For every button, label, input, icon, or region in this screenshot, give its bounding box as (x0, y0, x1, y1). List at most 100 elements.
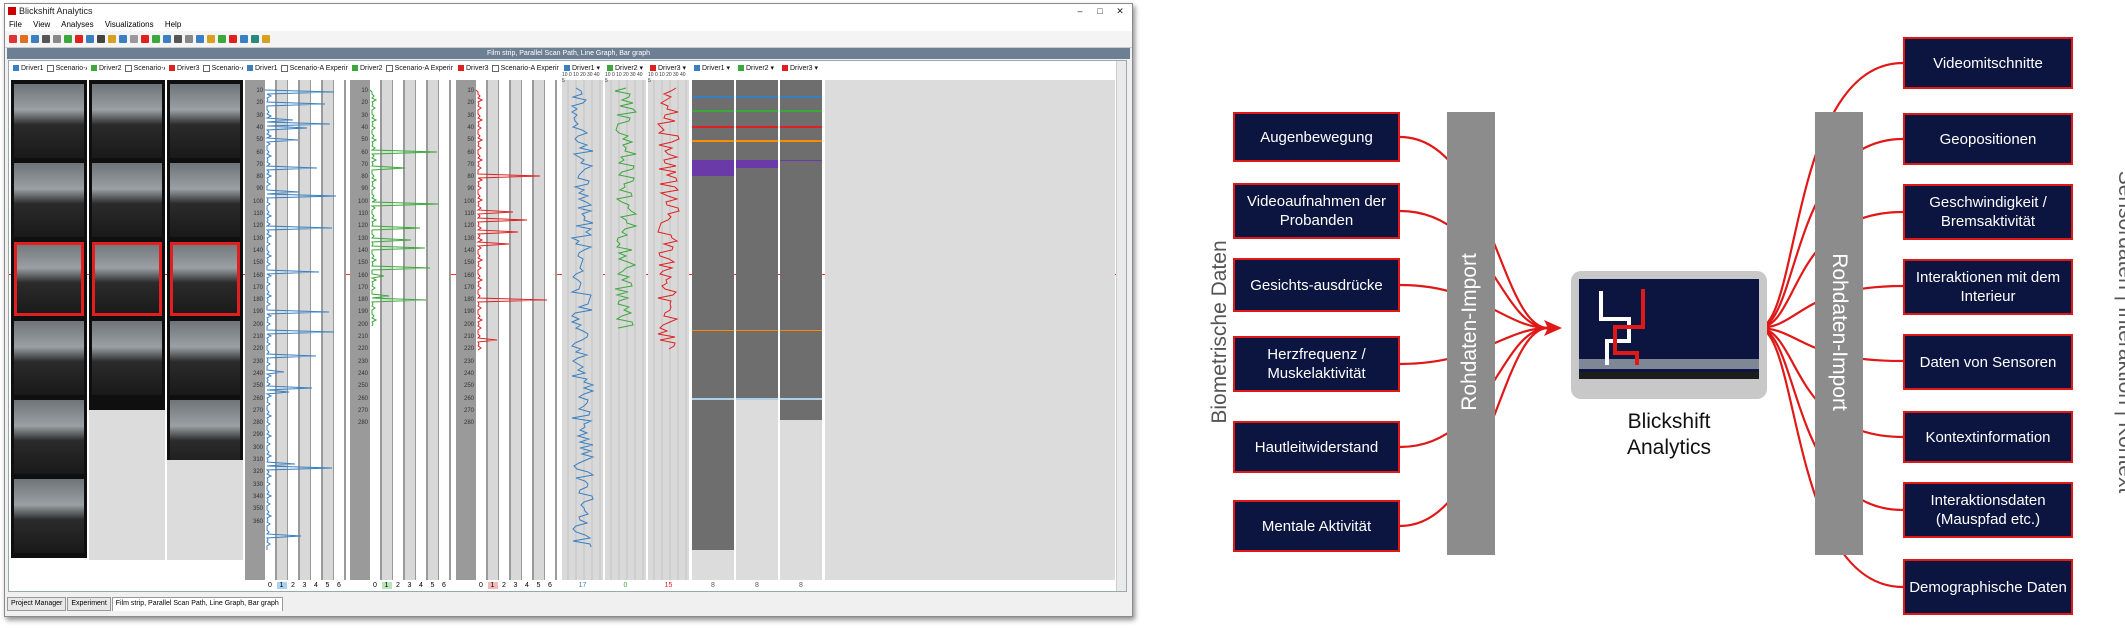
toolbar-button-icon[interactable] (31, 35, 39, 43)
toolbar-button-icon[interactable] (119, 35, 127, 43)
axis-tick-label: 160 (252, 272, 263, 279)
axis-tick-label: 320 (252, 469, 263, 476)
axis-tick-label: 50 (467, 137, 474, 144)
video-frame-thumbnail[interactable] (14, 84, 84, 158)
axis-tick-label: 230 (357, 358, 368, 365)
video-frame-thumbnail[interactable] (14, 163, 84, 237)
video-frame-thumbnail[interactable] (170, 242, 240, 316)
toolbar-button-icon[interactable] (9, 35, 17, 43)
axis-tick-label: 230 (463, 358, 474, 365)
scan-lane (476, 80, 486, 580)
scan-lane (370, 80, 380, 580)
axis-tick-label: 30 (256, 112, 263, 119)
scan-path-segment (369, 89, 439, 327)
lane-index-label: 0 (479, 582, 483, 589)
axis-tick-label: 250 (463, 383, 474, 390)
close-icon[interactable]: ✕ (1116, 6, 1124, 16)
video-frame-thumbnail[interactable] (14, 242, 84, 316)
scenario-label: Scenario-A Experiment (500, 65, 559, 72)
toolbar-button-icon[interactable] (185, 35, 193, 43)
axis-tick-label: 180 (252, 297, 263, 304)
line-series (567, 80, 601, 580)
empty-panel-area (825, 80, 1115, 580)
bar-segment (692, 110, 734, 112)
video-frame-thumbnail[interactable] (170, 321, 240, 395)
video-frame-thumbnail[interactable] (170, 163, 240, 237)
line-graph: 10 0 10 20 30 40 5 (562, 72, 603, 580)
chevron-down-icon[interactable]: ▾ (768, 65, 775, 72)
column-header: Driver1 ▾ (562, 63, 604, 74)
toolbar-button-icon[interactable] (141, 35, 149, 43)
toolbar-button-icon[interactable] (53, 35, 61, 43)
video-frame-thumbnail[interactable] (92, 242, 162, 316)
toolbar-button-icon[interactable] (20, 35, 28, 43)
toolbar-button-icon[interactable] (163, 35, 171, 43)
scan-lane (416, 80, 426, 580)
scan-lane (533, 80, 544, 580)
scenario-checkbox[interactable] (202, 64, 210, 72)
scenario-checkbox[interactable] (46, 64, 54, 72)
video-frame-thumbnail[interactable] (14, 479, 84, 553)
video-frame-thumbnail[interactable] (170, 84, 240, 158)
toolbar-button-icon[interactable] (218, 35, 226, 43)
toolbar-button-icon[interactable] (229, 35, 237, 43)
line-path (570, 87, 595, 548)
toolbar-button-icon[interactable] (262, 35, 270, 43)
toolbar (5, 31, 1132, 48)
video-frame-thumbnail[interactable] (92, 84, 162, 158)
scan-lane (334, 80, 344, 580)
series-color-swatch (13, 65, 19, 72)
toolbar-button-icon[interactable] (240, 35, 248, 43)
toolbar-button-icon[interactable] (130, 35, 138, 43)
toolbar-button-icon[interactable] (97, 35, 105, 43)
scenario-checkbox[interactable] (280, 64, 288, 72)
video-frame-thumbnail[interactable] (92, 163, 162, 237)
toolbar-button-icon[interactable] (64, 35, 72, 43)
scan-path-line (475, 89, 548, 351)
empty-strip-area (89, 410, 165, 560)
bar-segment (780, 160, 822, 161)
lane-index-label: 1 (487, 582, 498, 589)
toolbar-button-icon[interactable] (75, 35, 83, 43)
bar-segment (780, 126, 822, 128)
menu-visualizations[interactable]: Visualizations (104, 20, 154, 29)
chevron-down-icon[interactable]: ▾ (812, 65, 819, 72)
menu-help[interactable]: Help (164, 20, 182, 29)
toolbar-button-icon[interactable] (251, 35, 259, 43)
lane-index-label: 6 (548, 582, 552, 589)
center-caption: Blickshift Analytics (1579, 409, 1759, 461)
video-frame-thumbnail[interactable] (14, 321, 84, 395)
tab-project-manager[interactable]: Project Manager (7, 597, 67, 611)
bar-graph-value: 8 (711, 582, 715, 589)
scenario-checkbox[interactable] (385, 64, 393, 72)
axis-tick-label: 190 (252, 309, 263, 316)
scenario-checkbox[interactable] (491, 64, 499, 72)
chevron-down-icon[interactable]: ▾ (724, 65, 731, 72)
vertical-scrollbar[interactable] (1116, 61, 1126, 591)
toolbar-button-icon[interactable] (207, 35, 215, 43)
toolbar-button-icon[interactable] (108, 35, 116, 43)
video-frame-thumbnail[interactable] (92, 321, 162, 395)
scenario-checkbox[interactable] (124, 64, 132, 72)
tab-experiment[interactable]: Experiment (67, 597, 111, 611)
chevron-down-icon[interactable]: ▾ (680, 65, 687, 72)
menu-file[interactable]: File (9, 20, 22, 29)
toolbar-button-icon[interactable] (152, 35, 160, 43)
axis-tick-label: 140 (357, 247, 368, 254)
video-frame-thumbnail[interactable] (14, 400, 84, 474)
maximize-icon[interactable]: □ (1097, 6, 1103, 16)
toolbar-button-icon[interactable] (42, 35, 50, 43)
menu-view[interactable]: View (33, 20, 51, 29)
minimize-icon[interactable]: – (1077, 6, 1083, 16)
menu-analyses[interactable]: Analyses (61, 20, 94, 29)
axis-tick-label: 40 (256, 124, 263, 131)
bar-graph (780, 80, 822, 420)
axis-tick-label: 180 (463, 297, 474, 304)
toolbar-button-icon[interactable] (174, 35, 182, 43)
tab-visualization[interactable]: Film strip, Parallel Scan Path, Line Gra… (111, 597, 283, 611)
toolbar-button-icon[interactable] (196, 35, 204, 43)
chevron-down-icon[interactable]: ▾ (594, 65, 601, 72)
chevron-down-icon[interactable]: ▾ (637, 65, 644, 72)
axis-tick-label: 190 (357, 309, 368, 316)
toolbar-button-icon[interactable] (86, 35, 94, 43)
